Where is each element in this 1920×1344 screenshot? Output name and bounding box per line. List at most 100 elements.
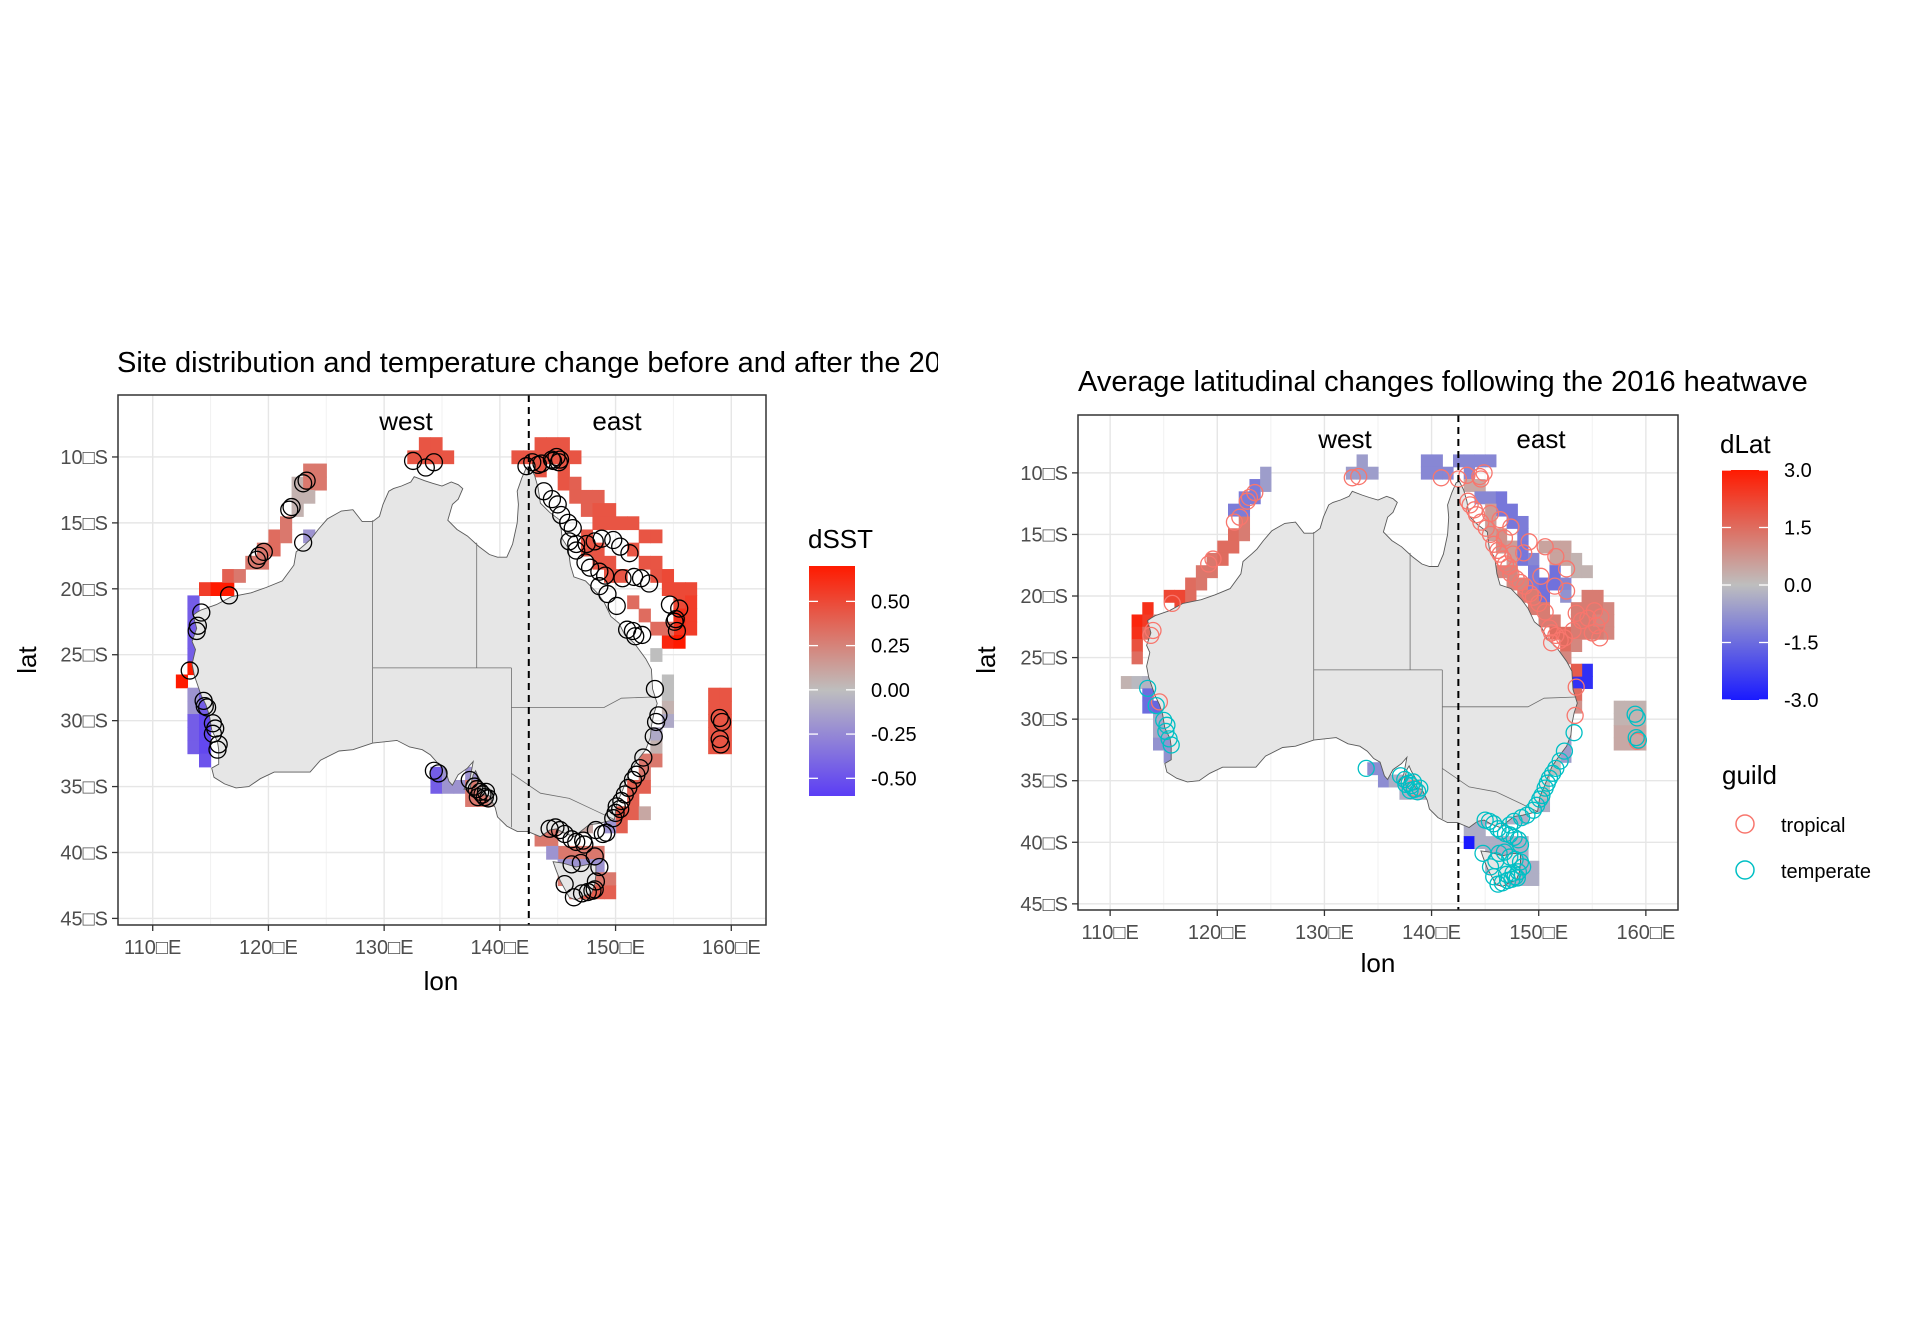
grid-cell (1613, 725, 1626, 739)
grid-cell (1249, 479, 1261, 492)
grid-cell (638, 529, 651, 544)
site-point (607, 797, 626, 816)
grid-cell (1528, 589, 1540, 603)
legend-tick-label: 0.00 (871, 680, 910, 702)
grid-cell (407, 450, 420, 465)
site-layer (1138, 464, 1648, 893)
grid-cell (1485, 836, 1497, 850)
grid-cell (1260, 466, 1272, 480)
site-point-tropical (1524, 588, 1543, 606)
grid-cell (1560, 651, 1572, 665)
site-point-tropical (1461, 496, 1479, 514)
grid-cell (1131, 639, 1143, 653)
grid-cell (557, 437, 570, 451)
y-axis: 10□S 15□S 20□S 25□S 30□S 35□S 40□S 45□S (60, 447, 118, 930)
grid-cell (268, 542, 281, 557)
grid-cell (1378, 774, 1390, 788)
site-point (293, 474, 313, 493)
australia-mainland (191, 465, 658, 838)
site-point-temperate (1474, 844, 1492, 863)
grid-cell (1238, 515, 1251, 529)
grid-cell (1463, 823, 1476, 837)
site-point (549, 453, 569, 472)
grid-cell (1131, 676, 1143, 689)
grid-cell (580, 503, 594, 517)
grid-cell (187, 740, 200, 755)
grid-cell (1228, 528, 1240, 542)
grid-cell (1174, 589, 1186, 603)
grid-cell (592, 516, 605, 531)
grid-cell (685, 621, 698, 636)
site-point (293, 533, 313, 552)
legend-tick-label: -0.25 (871, 724, 917, 746)
grid-cell (569, 476, 582, 491)
legend-label-temperate: temperate (1781, 861, 1871, 883)
site-point (580, 558, 600, 577)
grid-cell (685, 582, 698, 596)
grid-cell (1420, 454, 1433, 468)
site-point (424, 761, 444, 780)
grid-cell (1474, 479, 1486, 492)
grid-cell (1463, 454, 1476, 468)
grid-cell (1592, 589, 1604, 603)
grid-cell (604, 503, 617, 517)
legend-title-guild: guild (1722, 760, 1777, 790)
legend-dlat: dLat 3.0 1.5 0.0 -1.5 -3.0 (1720, 429, 1818, 712)
grid-cell (1217, 552, 1229, 566)
site-point (542, 490, 562, 509)
x-axis: 110□E 120□E 130□E 140□E 150□E 160□E (1081, 910, 1675, 944)
grid-cell (1399, 786, 1411, 800)
grid-cell (1560, 577, 1572, 591)
site-point-tropical (1491, 545, 1509, 563)
y-axis: 10□S 15□S 20□S 25□S 30□S 35□S 40□S 45□S (1020, 463, 1078, 916)
grid-cell (661, 582, 675, 596)
grid-cell (627, 516, 640, 531)
grid-cell (1570, 626, 1583, 640)
grid-cell (592, 845, 605, 860)
grid-cell (557, 845, 570, 860)
grid-cell (1420, 466, 1433, 480)
site-point (645, 679, 665, 699)
y-tick-label: 45□S (1020, 894, 1068, 916)
grid-cell (604, 516, 617, 531)
grid-cell (1367, 466, 1379, 480)
grid-cell (627, 542, 640, 557)
site-point-temperate (1147, 696, 1165, 715)
grid-cell (650, 648, 663, 662)
grid-cell (592, 489, 605, 504)
site-point-tropical (1547, 547, 1565, 566)
grid-cell (638, 806, 651, 821)
site-point (254, 542, 273, 562)
grid-cell (1560, 589, 1572, 603)
y-tick-label: 15□S (1020, 524, 1068, 546)
grid-cell (1581, 626, 1593, 640)
y-tick-label: 15□S (60, 513, 108, 535)
y-tick-label: 45□S (60, 908, 108, 930)
grid-cell (430, 779, 443, 794)
site-point (607, 596, 626, 616)
grid-cell (1238, 528, 1251, 542)
y-tick-label: 20□S (1020, 586, 1068, 608)
site-point (558, 513, 578, 533)
site-point (564, 888, 584, 907)
grid-cell (1570, 565, 1583, 579)
site-point (517, 457, 536, 476)
grid-cell (1603, 602, 1615, 616)
grid-cell (638, 608, 651, 623)
grid-cell (1463, 479, 1476, 492)
grid-cell (1517, 552, 1529, 566)
site-point (562, 830, 581, 849)
site-point-tropical (1557, 560, 1576, 578)
site-point-temperate (1162, 736, 1180, 754)
site-point (590, 857, 609, 877)
site-point (623, 621, 643, 641)
site-point (711, 735, 731, 754)
site-point (611, 537, 630, 556)
y-tick-label: 30□S (60, 711, 108, 733)
site-point (550, 450, 570, 469)
grid-cell (1549, 614, 1561, 628)
y-tick-label: 35□S (60, 777, 108, 799)
x-tick-label: 140□E (470, 937, 529, 959)
grid-cell (1495, 565, 1508, 579)
y-tick-label: 25□S (1020, 648, 1068, 670)
